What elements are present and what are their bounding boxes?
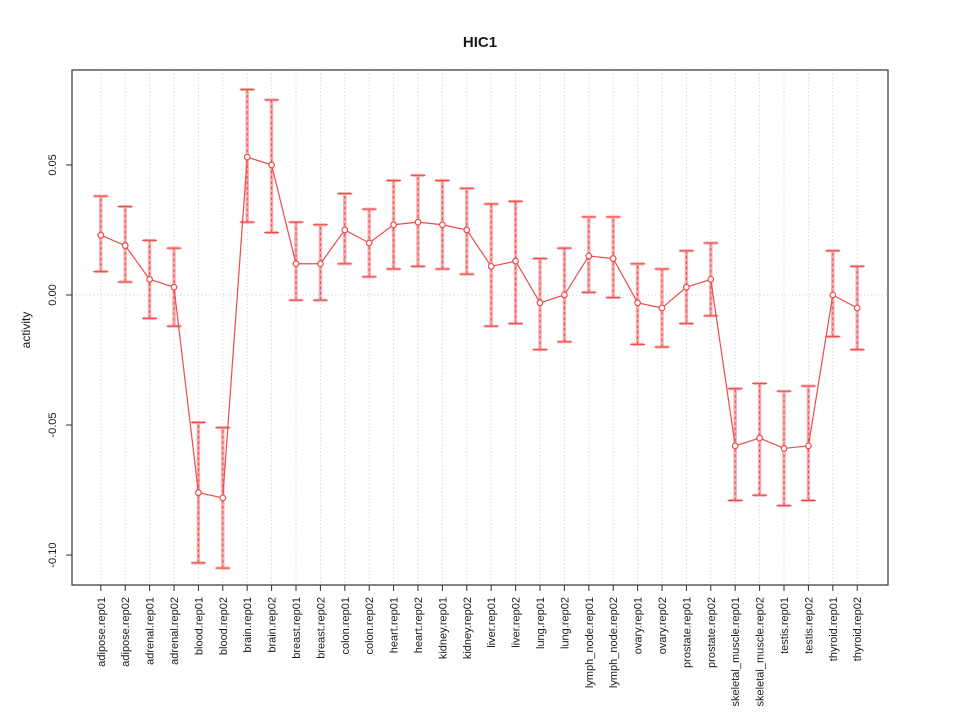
data-point-marker — [756, 434, 763, 442]
x-tick-label: adipose.rep02 — [120, 597, 132, 667]
data-point-marker — [317, 260, 324, 268]
y-tick-label: -0.10 — [47, 543, 59, 568]
x-tick-label: adrenal.rep01 — [145, 597, 157, 665]
x-tick-label: prostate.rep01 — [681, 597, 693, 668]
x-tick-label: colon.rep01 — [340, 597, 352, 655]
y-tick-label: 0.05 — [47, 154, 59, 175]
data-point-marker — [463, 226, 471, 234]
data-point-marker — [561, 291, 568, 299]
x-tick-label: kidney.rep01 — [437, 597, 449, 659]
series-line — [100, 156, 858, 499]
data-point-marker — [707, 275, 715, 283]
data-point-marker — [146, 275, 154, 283]
data-point-marker — [390, 221, 398, 229]
data-point-marker — [243, 153, 251, 161]
data-point-marker — [512, 257, 519, 265]
x-tick-label: lung.rep01 — [535, 597, 547, 649]
data-point-marker — [634, 299, 641, 307]
data-point-marker — [805, 442, 812, 450]
x-tick-label: testis.rep02 — [803, 597, 815, 654]
data-point-marker — [683, 283, 690, 291]
y-tick-label: 0.00 — [47, 284, 59, 305]
x-tick-label: prostate.rep02 — [706, 597, 718, 668]
x-tick-label: ovary.rep02 — [657, 597, 669, 654]
data-point-marker — [194, 489, 202, 497]
x-tick-label: blood.rep01 — [193, 597, 205, 655]
x-tick-label: adipose.rep01 — [96, 597, 108, 667]
x-tick-label: breast.rep02 — [315, 597, 327, 659]
x-tick-label: lymph_node.rep01 — [584, 597, 596, 688]
x-tick-label: lymph_node.rep02 — [608, 597, 620, 688]
data-point-marker — [97, 231, 105, 239]
data-point-marker — [292, 260, 300, 268]
x-tick-label: brain.rep02 — [267, 597, 279, 653]
x-tick-label: heart.rep02 — [413, 597, 425, 653]
data-point-marker — [658, 304, 666, 312]
chart-title: HIC1 — [462, 34, 498, 51]
x-tick-label: brain.rep01 — [242, 597, 254, 653]
data-point-marker — [487, 262, 495, 270]
data-point-marker — [536, 299, 544, 307]
x-tick-label: lung.rep02 — [559, 597, 571, 649]
data-point-marker — [170, 283, 178, 291]
data-point-marker — [414, 218, 422, 226]
data-point-marker — [731, 442, 739, 450]
x-tick-label: testis.rep01 — [779, 597, 791, 654]
data-point-marker — [853, 304, 861, 312]
y-tick-label: -0.05 — [47, 412, 59, 437]
x-tick-label: skeletal_muscle.rep02 — [755, 597, 767, 706]
x-tick-label: liver.rep02 — [511, 597, 523, 648]
data-point-marker — [268, 161, 276, 169]
data-point-marker — [609, 255, 617, 262]
data-point-marker — [585, 252, 593, 260]
x-tick-label: ovary.rep01 — [633, 597, 645, 654]
data-point-marker — [121, 242, 129, 249]
x-tick-label: breast.rep01 — [291, 597, 303, 659]
data-point-marker — [341, 226, 349, 234]
x-tick-label: adrenal.rep02 — [169, 597, 181, 665]
data-point-marker — [829, 291, 837, 299]
x-tick-label: thyroid.rep01 — [828, 597, 840, 661]
plot-border — [71, 69, 889, 586]
data-point-marker — [365, 239, 373, 247]
x-tick-label: heart.rep01 — [389, 597, 401, 653]
data-point-marker — [439, 221, 446, 229]
x-tick-label: kidney.rep02 — [462, 597, 474, 659]
data-point-marker — [219, 494, 227, 502]
x-tick-label: blood.rep02 — [218, 597, 230, 655]
x-tick-label: colon.rep02 — [364, 597, 376, 655]
x-tick-label: skeletal_muscle.rep01 — [730, 597, 742, 706]
x-tick-label: thyroid.rep02 — [852, 597, 864, 661]
x-tick-label: liver.rep01 — [486, 597, 498, 648]
data-point-marker — [780, 445, 788, 452]
